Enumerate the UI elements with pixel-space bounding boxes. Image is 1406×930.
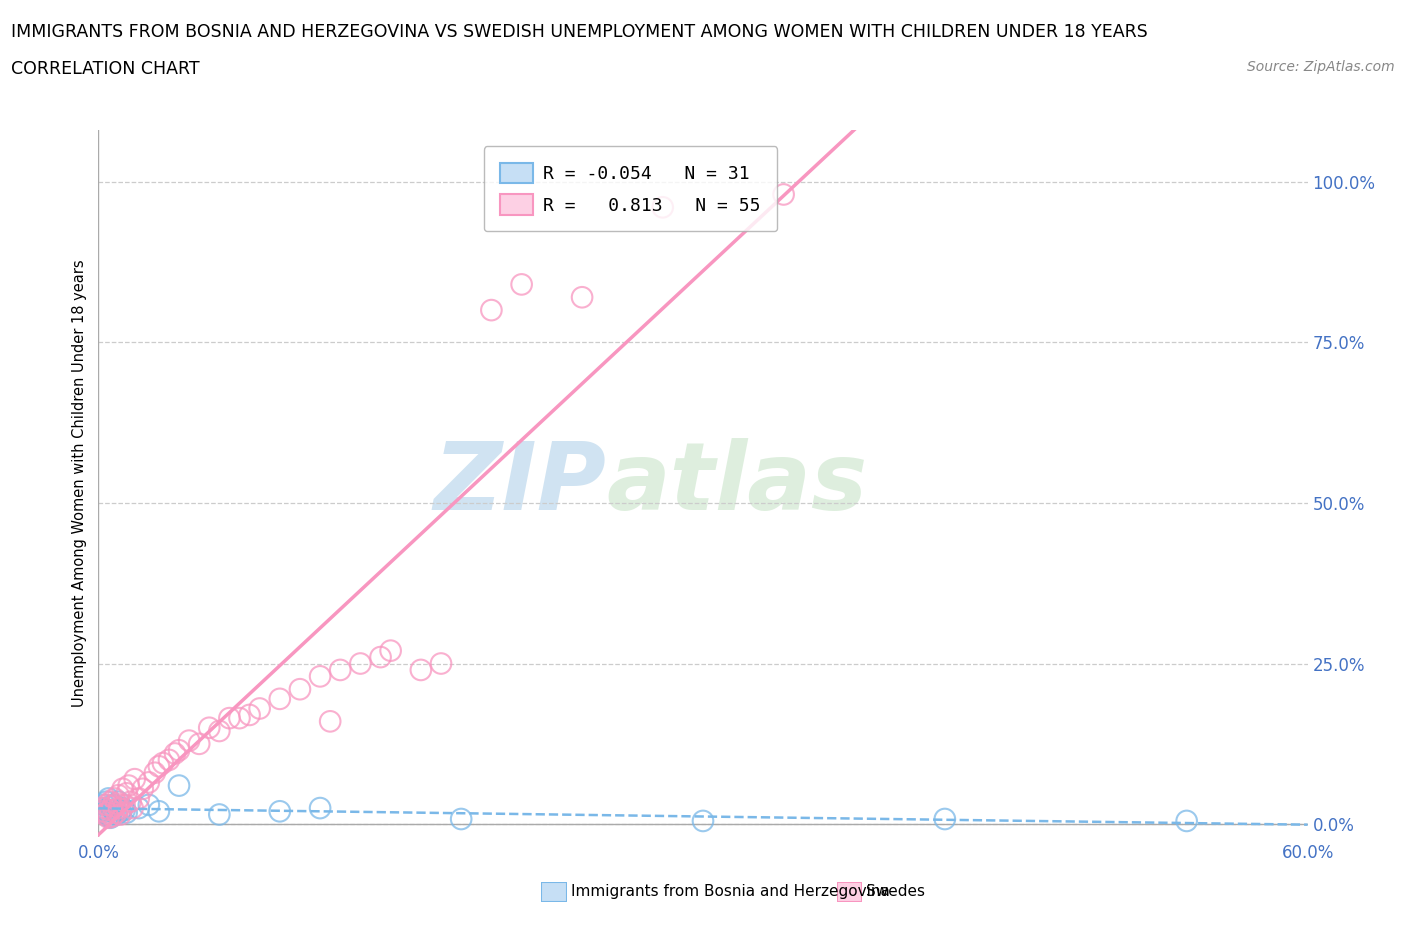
Text: ZIP: ZIP	[433, 438, 606, 529]
Point	[107, 801, 129, 816]
Point	[101, 799, 124, 814]
Point	[319, 714, 342, 729]
Point	[349, 656, 371, 671]
Point	[288, 682, 311, 697]
Point	[120, 794, 142, 809]
Point	[409, 662, 432, 677]
Point	[105, 805, 128, 820]
Text: Source: ZipAtlas.com: Source: ZipAtlas.com	[1247, 60, 1395, 74]
Point	[100, 803, 122, 817]
Point	[309, 669, 332, 684]
Point	[91, 801, 114, 816]
Point	[114, 797, 136, 812]
Point	[380, 644, 402, 658]
Point	[118, 778, 141, 793]
Point	[111, 801, 134, 816]
Point	[89, 804, 111, 818]
Point	[179, 733, 201, 748]
Point	[124, 772, 146, 787]
Point	[128, 801, 150, 816]
Point	[772, 187, 794, 202]
Point	[107, 788, 129, 803]
Text: CORRELATION CHART: CORRELATION CHART	[11, 60, 200, 78]
Point	[510, 277, 533, 292]
Legend: R = -0.054   N = 31, R =   0.813   N = 55: R = -0.054 N = 31, R = 0.813 N = 55	[484, 146, 778, 232]
Point	[93, 797, 115, 812]
Point	[208, 807, 231, 822]
Point	[692, 814, 714, 829]
Point	[329, 662, 352, 677]
Point	[157, 752, 180, 767]
Point	[111, 781, 134, 796]
Point	[107, 794, 129, 809]
Point	[97, 809, 120, 824]
Point	[167, 743, 190, 758]
Point	[105, 807, 128, 822]
Point	[481, 302, 503, 317]
Point	[138, 797, 160, 812]
Point	[101, 809, 124, 824]
Point	[105, 796, 128, 811]
Point	[152, 756, 174, 771]
Point	[100, 794, 122, 809]
Point	[91, 805, 114, 820]
Point	[651, 200, 673, 215]
Point	[115, 786, 138, 801]
Point	[91, 804, 114, 818]
Point	[934, 812, 956, 827]
Point	[228, 711, 250, 725]
Point	[218, 711, 240, 725]
Text: IMMIGRANTS FROM BOSNIA AND HERZEGOVINA VS SWEDISH UNEMPLOYMENT AMONG WOMEN WITH : IMMIGRANTS FROM BOSNIA AND HERZEGOVINA V…	[11, 23, 1147, 41]
Point	[269, 691, 291, 706]
Point	[208, 724, 231, 738]
Point	[100, 799, 122, 814]
Point	[100, 810, 122, 825]
Point	[96, 805, 118, 820]
Point	[101, 803, 124, 817]
Point	[93, 807, 115, 822]
Text: Immigrants from Bosnia and Herzegovina: Immigrants from Bosnia and Herzegovina	[571, 884, 890, 899]
Point	[128, 791, 150, 806]
Point	[148, 759, 170, 774]
Point	[132, 781, 155, 796]
Point	[115, 805, 138, 820]
Point	[143, 765, 166, 780]
Point	[103, 791, 125, 806]
Point	[571, 290, 593, 305]
Point	[97, 810, 120, 825]
Point	[103, 797, 125, 812]
Point	[450, 812, 472, 827]
Text: atlas: atlas	[606, 438, 868, 529]
Point	[110, 807, 132, 822]
Text: Swedes: Swedes	[866, 884, 925, 899]
Point	[97, 791, 120, 806]
Point	[103, 805, 125, 820]
Point	[269, 804, 291, 818]
Point	[148, 804, 170, 818]
Point	[96, 807, 118, 822]
Point	[138, 775, 160, 790]
Point	[110, 804, 132, 818]
Point	[430, 656, 453, 671]
Point	[93, 803, 115, 817]
Point	[121, 801, 143, 816]
Point	[198, 721, 221, 736]
Point	[1175, 814, 1198, 829]
Point	[96, 794, 118, 809]
Point	[249, 701, 271, 716]
Point	[114, 803, 136, 817]
Point	[96, 797, 118, 812]
Point	[93, 801, 115, 816]
Point	[163, 746, 186, 761]
Y-axis label: Unemployment Among Women with Children Under 18 years: Unemployment Among Women with Children U…	[72, 259, 87, 708]
Point	[167, 778, 190, 793]
Point	[239, 708, 262, 723]
Point	[188, 737, 211, 751]
Point	[309, 801, 332, 816]
Point	[370, 650, 392, 665]
